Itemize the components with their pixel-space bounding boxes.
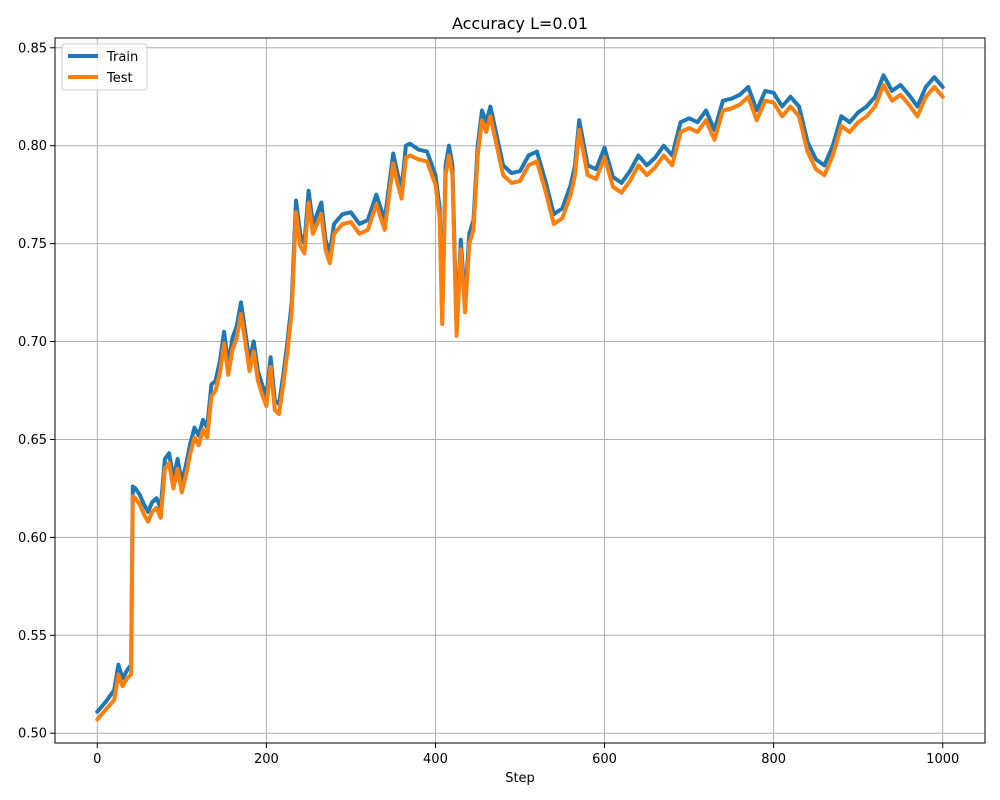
y-tick-label: 0.75: [18, 237, 47, 252]
x-axis-ticks: 0 200 400 600 800 1000: [93, 743, 959, 767]
x-axis-title: Step: [505, 771, 535, 786]
grid-layer: [55, 38, 985, 743]
chart-title: Accuracy L=0.01: [452, 14, 588, 33]
series-line-train: [95, 73, 945, 714]
y-tick-label: 0.65: [18, 433, 47, 448]
series-line-test: [95, 83, 945, 722]
legend: Train Test: [61, 43, 148, 91]
series-layer: [95, 73, 945, 722]
x-tick-label: 400: [423, 752, 448, 767]
legend-test-label: Test: [106, 71, 133, 86]
plot-area-frame: [54, 37, 986, 744]
y-axis-ticks: 0.50 0.55 0.60 0.65 0.70 0.75 0.80 0.85: [18, 41, 55, 742]
y-tick-label: 0.50: [18, 727, 47, 742]
legend-train-label: Train: [106, 50, 138, 65]
x-tick-label: 200: [254, 752, 279, 767]
y-tick-label: 0.60: [18, 531, 47, 546]
x-tick-label: 1000: [926, 752, 959, 767]
y-tick-label: 0.55: [18, 629, 47, 644]
x-tick-label: 600: [592, 752, 617, 767]
x-tick-label: 800: [761, 752, 786, 767]
y-tick-label: 0.85: [18, 41, 47, 56]
y-tick-label: 0.70: [18, 335, 47, 350]
x-tick-label: 0: [93, 752, 101, 767]
y-tick-label: 0.80: [18, 139, 47, 154]
